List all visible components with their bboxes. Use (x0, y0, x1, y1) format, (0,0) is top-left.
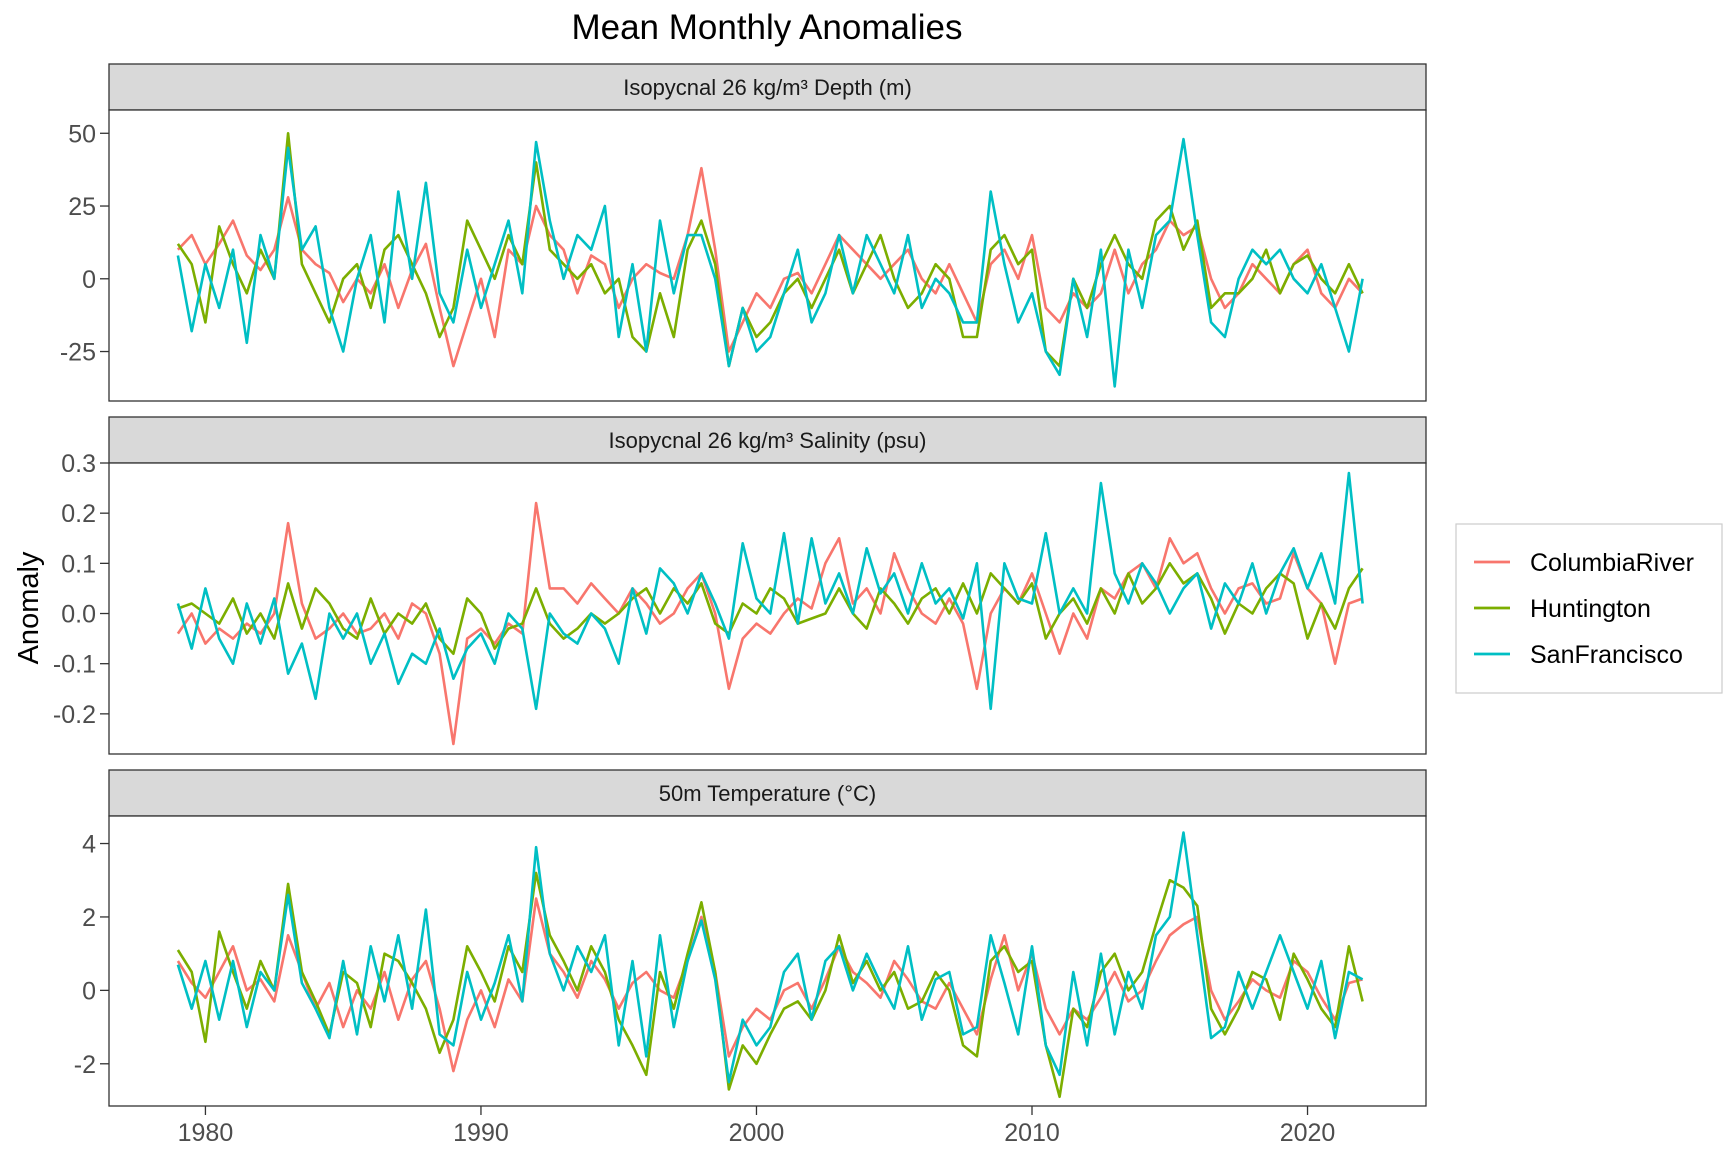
series-line-huntington (177, 562, 1364, 655)
series-line-sanfrancisco (176, 831, 1364, 1084)
facet-panels: Isopycnal 26 kg/m³ Depth (m)-2502550Isop… (53, 63, 1427, 1107)
chart-title: Mean Monthly Anomalies (571, 8, 962, 47)
y-tick-label: 50 (68, 120, 96, 148)
legend-label-columbiariver: ColumbiaRiver (1530, 549, 1694, 577)
y-tick-label: -0.1 (53, 651, 96, 679)
x-tick-label: 1990 (453, 1119, 509, 1147)
series-group (176, 471, 1364, 746)
y-tick-label: 0 (82, 977, 96, 1005)
series-line-sanfrancisco (176, 137, 1364, 388)
y-tick-label: 0.2 (61, 500, 96, 528)
series-line-huntington (176, 132, 1364, 368)
panel-border (108, 462, 1427, 755)
panel-background (109, 110, 1426, 401)
y-tick-label: 4 (82, 831, 96, 859)
series-line-huntington (176, 871, 1364, 1099)
y-axis-panel-2: -0.2 -0.1 0.0 0.1 0.2 0.3 (53, 450, 109, 729)
x-tick-label: 1980 (178, 1119, 234, 1147)
y-axis-panel-3: -2 0 2 4 (74, 831, 109, 1079)
y-tick-label: 0.1 (61, 550, 96, 578)
y-tick-label: 2 (82, 904, 96, 932)
legend-label-sanfrancisco: SanFrancisco (1530, 641, 1683, 669)
facet-panel-1: Isopycnal 26 kg/m³ Depth (m) -25 0 25 50 (60, 63, 1427, 402)
facet-panel-3: 50m Temperature (°C) -2 0 2 4 (74, 769, 1427, 1107)
panel-background (109, 816, 1426, 1106)
strip-background (108, 63, 1427, 111)
x-axis: 1980 1990 2000 2010 2020 (178, 1106, 1336, 1147)
panel-border (108, 815, 1427, 1107)
panel-border (108, 109, 1427, 402)
x-tick-label: 2010 (1004, 1119, 1060, 1147)
series-line-sanfrancisco (176, 471, 1364, 711)
y-tick-label: -2 (74, 1051, 96, 1079)
y-axis-panel-1: -25 0 25 50 (60, 120, 109, 367)
y-tick-label: -25 (60, 339, 96, 367)
x-tick-label: 2000 (729, 1119, 785, 1147)
series-group (176, 831, 1364, 1099)
y-axis-title: Anomaly (13, 551, 45, 664)
x-tick-label: 2020 (1280, 1119, 1336, 1147)
legend: ColumbiaRiver Huntington SanFrancisco (1455, 523, 1723, 694)
strip-background (108, 769, 1427, 817)
y-tick-label: 0.0 (61, 601, 96, 629)
y-tick-label: 0 (82, 266, 96, 294)
y-tick-label: 0.3 (61, 450, 96, 478)
strip-label: Isopycnal 26 kg/m³ Salinity (psu) (609, 428, 927, 453)
strip-label: Isopycnal 26 kg/m³ Depth (m) (623, 75, 912, 100)
y-tick-label: 25 (68, 193, 96, 221)
legend-label-huntington: Huntington (1530, 595, 1651, 623)
series-group (176, 132, 1364, 388)
y-tick-label: -0.2 (53, 701, 96, 729)
series-line-columbiariver (176, 501, 1364, 746)
facet-panel-2: Isopycnal 26 kg/m³ Salinity (psu)-0.2-0.… (53, 416, 1427, 755)
strip-label: 50m Temperature (°C) (659, 781, 876, 806)
